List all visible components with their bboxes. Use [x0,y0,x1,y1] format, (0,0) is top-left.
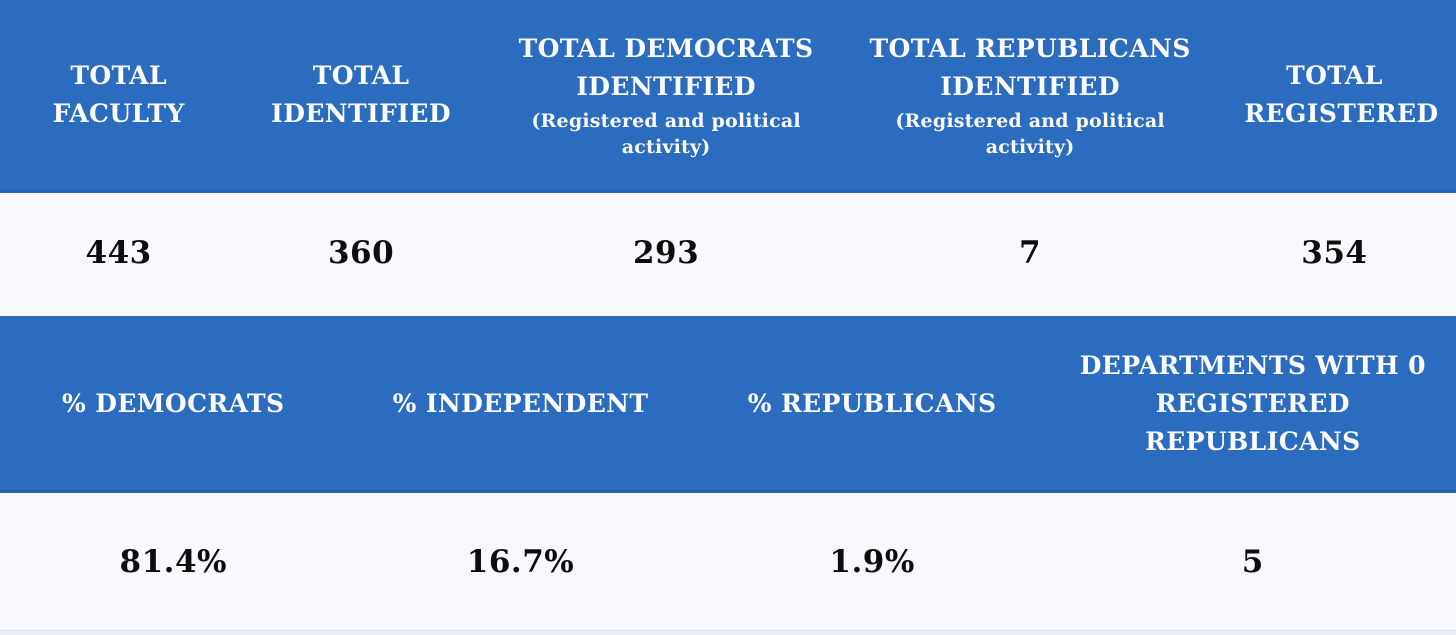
value-pct-democrats: 81.4% [119,543,227,580]
header-cell-total-republicans-identified: TOTAL REPUBLICANS IDENTIFIED (Registered… [847,0,1212,190]
value-cell-total-registered: 354 [1213,193,1456,313]
bottom-divider [0,630,1456,635]
header-label: TOTAL DEMOCRATS IDENTIFIED [518,34,814,101]
value-cell-departments-zero-republicans: 5 [1050,493,1456,630]
header-sublabel: (Registered and political activity) [531,110,801,158]
value-departments-zero-republicans: 5 [1241,543,1264,580]
header-cell-total-faculty: TOTAL FACULTY [0,0,237,190]
table2-value-row: 81.4% 16.7% 1.9% 5 [0,493,1456,630]
header-cell-total-registered: TOTAL REGISTERED [1213,0,1456,190]
table1-value-row: 443 360 293 7 354 [0,193,1456,316]
table2-header-row: % DEMOCRATS % INDEPENDENT % REPUBLICANS … [0,316,1456,493]
value-cell-pct-democrats: 81.4% [0,493,347,630]
header-label: TOTAL REGISTERED [1244,61,1439,128]
header-cell-total-democrats-identified: TOTAL DEMOCRATS IDENTIFIED (Registered a… [485,0,848,190]
header-cell-pct-independent: % INDEPENDENT [347,317,695,490]
value-total-faculty: 443 [85,235,152,271]
value-total-democrats-identified: 293 [632,235,700,271]
header-cell-pct-democrats: % DEMOCRATS [0,317,347,490]
value-total-republicans-identified: 7 [1019,235,1042,271]
value-total-registered: 354 [1301,235,1368,271]
value-cell-pct-republicans: 1.9% [694,493,1049,630]
header-sublabel: (Registered and political activity) [895,110,1165,158]
header-cell-departments-zero-republicans: DEPARTMENTS WITH 0 REGISTERED REPUBLICAN… [1050,317,1456,490]
header-label: TOTAL REPUBLICANS IDENTIFIED [869,34,1191,101]
value-cell-total-democrats-identified: 293 [485,193,848,313]
value-pct-republicans: 1.9% [829,543,915,580]
header-label: TOTAL IDENTIFIED [271,61,451,128]
header-label: TOTAL FACULTY [52,61,185,128]
value-cell-total-faculty: 443 [0,193,237,313]
header-label: % INDEPENDENT [392,388,649,418]
value-pct-independent: 16.7% [466,543,575,580]
table1-header-row: TOTAL FACULTY TOTAL IDENTIFIED TOTAL DEM… [0,0,1456,193]
header-label: DEPARTMENTS WITH 0 REGISTERED REPUBLICAN… [1079,350,1426,456]
header-cell-pct-republicans: % REPUBLICANS [694,317,1049,490]
value-cell-total-identified: 360 [237,193,485,313]
header-label: % REPUBLICANS [747,388,997,418]
value-cell-pct-independent: 16.7% [347,493,695,630]
header-label: % DEMOCRATS [62,388,285,418]
value-cell-total-republicans-identified: 7 [847,193,1212,313]
header-cell-total-identified: TOTAL IDENTIFIED [237,0,485,190]
value-total-identified: 360 [327,235,395,271]
